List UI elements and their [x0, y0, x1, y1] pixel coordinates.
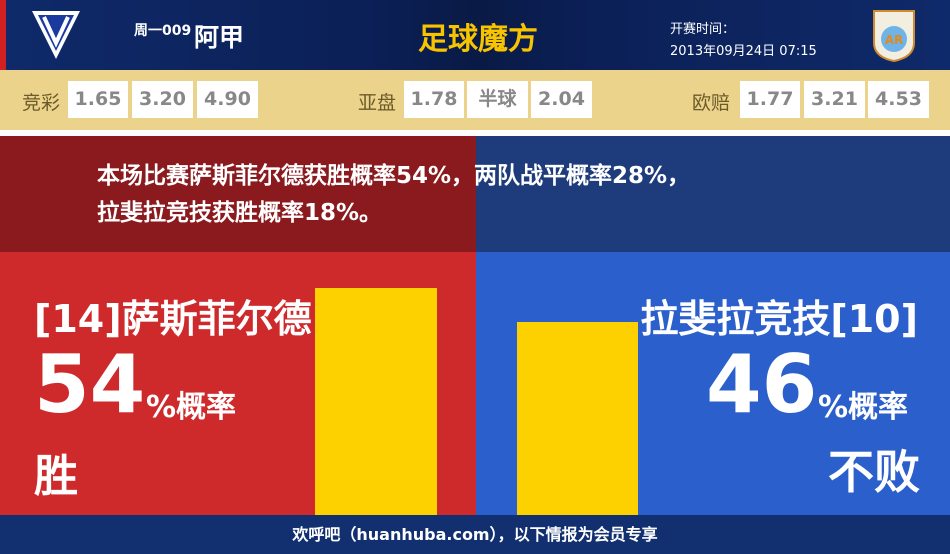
start-label: 开赛时间： — [670, 22, 736, 37]
brand-logo: 足球魔方 — [418, 22, 538, 57]
footer-banner[interactable]: 欢呼吧（huanhuba.com），以下情报为会员专享 — [0, 515, 950, 554]
home-probability-bar — [315, 288, 437, 515]
away-team-name: 拉斐拉竞技[10] — [640, 297, 918, 341]
home-outcome: 胜 — [34, 451, 78, 502]
home-percent: 54 — [34, 338, 146, 431]
oupei-odd: 3.21 — [804, 81, 865, 118]
yapan-odd: 2.04 — [531, 81, 592, 118]
svg-text:AR: AR — [885, 33, 904, 47]
oupei-odd: 4.53 — [868, 81, 929, 118]
away-percent: 46 — [706, 338, 818, 431]
home-percent-suffix: %概率 — [146, 390, 237, 425]
summary-home-bg — [0, 136, 476, 252]
summary-text: 本场比赛萨斯菲尔德获胜概率54%，两队战平概率28%， 拉斐拉竞技获胜概率18%… — [97, 158, 897, 232]
away-outcome: 不败 — [828, 445, 920, 499]
jingcai-odd: 1.65 — [68, 81, 128, 118]
oupei-label: 欧赔 — [692, 92, 731, 114]
away-team-logo-icon: AR — [873, 10, 915, 63]
match-number: 周一009 — [134, 23, 192, 39]
summary-line: 拉斐拉竞技获胜概率18%。 — [97, 200, 383, 226]
jingcai-label: 竞彩 — [22, 92, 61, 114]
summary-away-bg — [476, 136, 950, 252]
yapan-handicap: 半球 — [467, 81, 528, 118]
home-team-logo-icon — [32, 11, 80, 59]
jingcai-odd: 4.90 — [197, 81, 258, 118]
summary-line: 本场比赛萨斯菲尔德获胜概率54%，两队战平概率28%， — [97, 163, 691, 189]
header: 周一009 阿甲 足球魔方 开赛时间： 2013年09月24日 07:15 AR — [0, 0, 950, 70]
away-probability-bar — [517, 321, 638, 515]
yapan-label: 亚盘 — [358, 92, 397, 114]
start-time: 2013年09月24日 07:15 — [670, 44, 817, 59]
yapan-odd: 1.78 — [404, 81, 464, 118]
oupei-odd: 1.77 — [740, 81, 800, 118]
league-name: 阿甲 — [194, 23, 245, 52]
home-team-name: [14]萨斯菲尔德 — [34, 297, 312, 341]
jingcai-odd: 3.20 — [132, 81, 193, 118]
away-percent-suffix: %概率 — [818, 390, 909, 425]
